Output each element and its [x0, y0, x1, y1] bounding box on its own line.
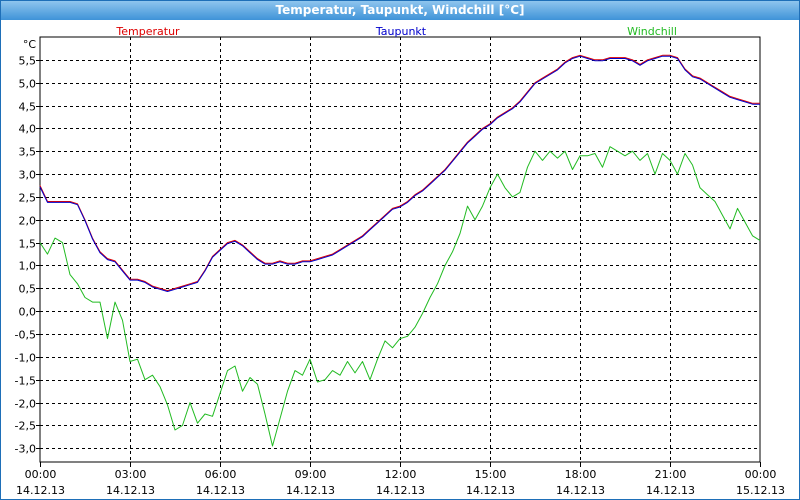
x-axis-tick-labels: 00:00 14.12.13 03:00 14.12.13 06:00 14.12.13 0… — [16, 468, 785, 497]
y-tick-label: 1,5 — [19, 238, 37, 251]
y-tick-label: 2,5 — [19, 192, 37, 205]
x-tick-label-date: 14.12.13 — [106, 484, 155, 497]
x-tick-label-time: 00:00 — [25, 468, 57, 481]
y-tick-label: -2,0 — [15, 398, 36, 411]
series-line-temperatur — [39, 54, 760, 292]
y-tick-label: 5,5 — [19, 55, 37, 68]
x-tick-label-time: 18:00 — [565, 468, 597, 481]
y-tick-label: -3,0 — [15, 443, 36, 456]
x-tick-label-time: 03:00 — [115, 468, 147, 481]
y-tick-label: 0,5 — [19, 283, 37, 296]
x-tick-label-time: 21:00 — [655, 468, 687, 481]
y-tick-label: 4,5 — [19, 101, 37, 114]
series-lines — [39, 54, 761, 447]
y-tick-label: 5,0 — [19, 78, 37, 91]
y-tick-label: 0,0 — [19, 306, 37, 319]
y-axis-tick-labels: 5,5 5,0 4,5 4,0 3,5 3,0 2,5 2,0 1,5 1,0 0,5 0,0 -0,5… — [15, 38, 37, 456]
series-line-taupunkt — [39, 55, 760, 292]
y-tick-label: -1,5 — [15, 375, 36, 388]
x-tick-label-date: 14.12.13 — [376, 484, 425, 497]
x-tick-label-date: 15.12.13 — [736, 484, 785, 497]
y-tick-label: 3,5 — [19, 146, 37, 159]
y-tick-label: -2,5 — [15, 420, 36, 433]
legend-windchill: Windchill — [627, 25, 677, 38]
series-line-windchill — [39, 146, 761, 447]
legend-taupunkt: Taupunkt — [375, 25, 427, 38]
chart-title: Temperatur, Taupunkt, Windchill [°C] — [1, 1, 799, 20]
y-tick-label: 3,0 — [19, 169, 37, 182]
legend-temperatur: Temperatur — [115, 25, 180, 38]
x-tick-label-time: 06:00 — [205, 468, 237, 481]
x-tick-label-date: 14.12.13 — [466, 484, 515, 497]
axes — [36, 36, 761, 467]
x-tick-label-time: 12:00 — [385, 468, 417, 481]
x-tick-label-time: 00:00 — [745, 468, 777, 481]
x-tick-label-date: 14.12.13 — [556, 484, 605, 497]
x-tick-label-date: 14.12.13 — [16, 484, 65, 497]
y-tick-label: 1,0 — [19, 260, 37, 273]
x-tick-label-time: 09:00 — [295, 468, 327, 481]
x-tick-label-date: 14.12.13 — [286, 484, 335, 497]
y-tick-label: 2,0 — [19, 215, 37, 228]
legend: Temperatur Taupunkt Windchill — [115, 25, 677, 38]
y-tick-label: -0,5 — [15, 329, 36, 342]
y-tick-label: -1,0 — [15, 352, 36, 365]
y-axis-unit: °C — [23, 38, 37, 51]
x-tick-label-date: 14.12.13 — [646, 484, 695, 497]
x-tick-label-date: 14.12.13 — [196, 484, 245, 497]
x-tick-label-time: 15:00 — [475, 468, 507, 481]
grid — [40, 37, 760, 462]
y-tick-label: 4,0 — [19, 123, 37, 136]
